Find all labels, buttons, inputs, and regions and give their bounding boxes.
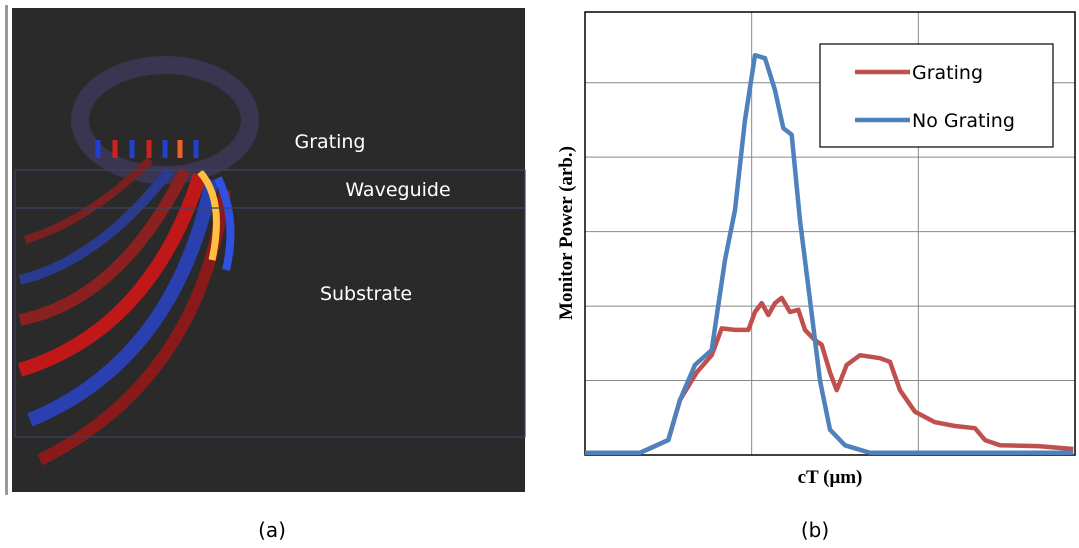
legend-label: Grating bbox=[912, 62, 983, 84]
layer-label: Grating bbox=[294, 131, 365, 153]
layer-label: Substrate bbox=[320, 283, 412, 305]
panel-caption: (a) bbox=[258, 518, 286, 542]
panel-caption: (b) bbox=[801, 518, 829, 542]
simulation-panel: Grating Waveguide Substrate (a) bbox=[5, 5, 525, 542]
panel-edge bbox=[5, 5, 8, 495]
legend-label: No Grating bbox=[912, 110, 1015, 132]
layer-label: Waveguide bbox=[345, 179, 450, 201]
x-axis-label: cT (μm) bbox=[798, 467, 863, 488]
y-axis-label: Monitor Power (arb.) bbox=[556, 146, 577, 320]
figure: Grating Waveguide Substrate (a) (b) cT (… bbox=[0, 0, 1079, 548]
